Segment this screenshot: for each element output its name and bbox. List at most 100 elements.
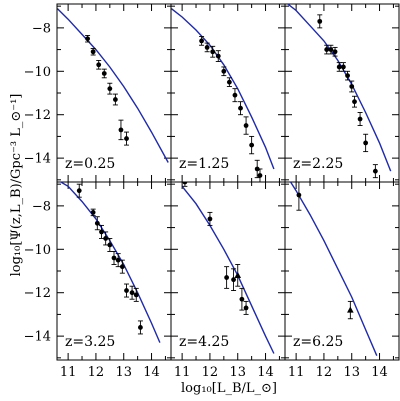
x-tick-label: 11 (174, 365, 191, 380)
data-point (328, 44, 334, 55)
circle-marker (243, 305, 249, 311)
data-point (124, 283, 130, 298)
circle-marker (124, 288, 129, 293)
data-point (124, 131, 130, 146)
x-tick-label: 14 (371, 365, 388, 380)
data-point (296, 182, 302, 211)
data-point (254, 159, 260, 179)
data-point (133, 287, 139, 302)
data-point (347, 300, 354, 320)
data-point (119, 259, 125, 274)
circle-marker (115, 257, 121, 263)
circle-marker (349, 84, 355, 89)
circle-marker (94, 220, 100, 226)
data-point (118, 119, 124, 141)
circle-marker (96, 62, 102, 68)
x-tick-label: 13 (343, 365, 360, 380)
model-curve (171, 7, 275, 170)
circle-marker (119, 264, 125, 270)
data-point (336, 62, 342, 72)
panel-redshift-label: z=3.25 (65, 334, 115, 350)
data-point (243, 300, 249, 315)
data-point (129, 285, 135, 300)
data-point (349, 80, 355, 93)
circle-marker (332, 49, 338, 55)
y-tick-label: −14 (24, 152, 51, 167)
circle-marker (224, 275, 230, 280)
triangle-marker (347, 306, 354, 313)
data-point (85, 35, 91, 43)
data-point (231, 268, 237, 291)
data-point (238, 101, 244, 116)
data-point (232, 88, 238, 103)
y-axis-title: log₁₀[Ψ(z,L_B)/Gpc⁻³ L_⊙⁻¹] (9, 94, 24, 277)
panel-grid: z=0.25 z=1.25 z=2.25 z=3.25 z=4.25 z=6.25 (56, 3, 400, 361)
data-point (101, 68, 107, 79)
panel-redshift-label: z=0.25 (65, 156, 115, 172)
y-tick-label: −10 (24, 65, 51, 80)
data-point (226, 77, 232, 87)
circle-marker (118, 127, 124, 133)
model-curve (286, 4, 392, 172)
data-point (199, 36, 205, 46)
data-point (224, 266, 230, 289)
x-tick-label: 12 (88, 365, 105, 380)
circle-marker (340, 64, 346, 70)
circle-marker (124, 136, 129, 141)
y-tick-label: −8 (32, 21, 51, 36)
data-point (107, 82, 113, 95)
y-tick-label: −8 (32, 199, 51, 214)
panel-1: z=0.25 (56, 3, 172, 183)
circle-marker (112, 97, 118, 102)
data-point (372, 164, 378, 179)
circle-marker (210, 49, 216, 55)
circle-marker (90, 49, 96, 55)
data-point (221, 66, 227, 77)
circle-marker (133, 292, 139, 298)
circle-marker (324, 47, 330, 52)
circle-marker (257, 173, 263, 178)
data-point (352, 95, 358, 108)
x-tick-label: 12 (202, 365, 219, 380)
data-point (249, 135, 255, 155)
circle-marker (328, 47, 334, 52)
circle-marker (204, 45, 210, 50)
model-curve (181, 185, 275, 354)
circle-marker (243, 123, 249, 128)
data-point (317, 14, 323, 29)
x-tick-label: 12 (316, 365, 333, 380)
data-point (204, 42, 210, 53)
y-tick-label: −12 (24, 286, 51, 301)
data-point (98, 224, 104, 239)
data-point (207, 211, 213, 226)
circle-marker (336, 64, 342, 70)
data-point (340, 62, 346, 72)
data-point (112, 93, 118, 106)
circle-marker (107, 242, 113, 248)
circle-marker (85, 36, 90, 42)
circle-marker (231, 277, 236, 283)
data-point (90, 208, 96, 217)
circle-marker (199, 38, 204, 44)
circle-marker (138, 325, 143, 330)
data-point (243, 116, 249, 135)
circle-marker (232, 92, 238, 98)
panel-2: z=1.25 (170, 3, 286, 183)
x-tick-label: 14 (143, 365, 160, 380)
data-point (137, 320, 143, 335)
model-curve (290, 182, 378, 356)
data-point (257, 168, 263, 182)
panel-redshift-label: z=2.25 (293, 156, 343, 172)
data-point (111, 251, 117, 265)
circle-marker (90, 209, 96, 215)
data-point (107, 237, 113, 252)
data-point (357, 112, 363, 127)
data-point (215, 50, 221, 62)
circle-marker (182, 182, 188, 185)
panel-redshift-label: z=6.25 (293, 334, 343, 350)
data-point (345, 70, 351, 81)
x-tick-label: 11 (288, 365, 305, 380)
data-point (96, 59, 102, 70)
panel-4: z=3.25 (56, 181, 172, 361)
